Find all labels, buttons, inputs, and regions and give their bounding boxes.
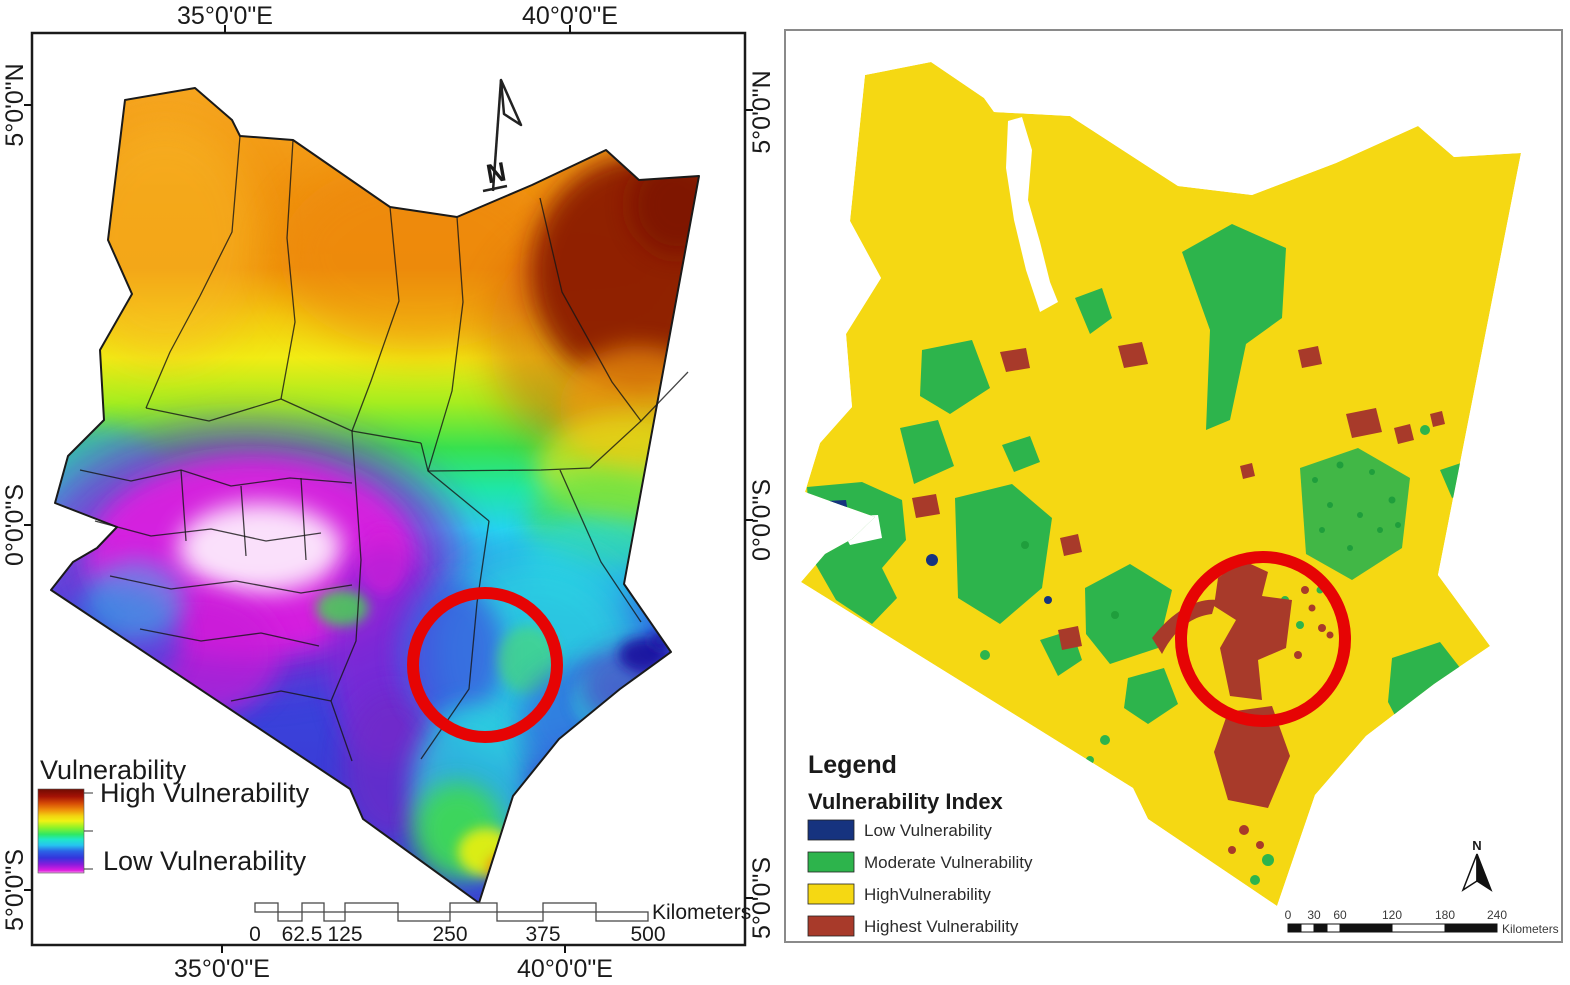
scale-tick: 120 [1382,908,1402,922]
scale-tick: 125 [327,923,362,946]
right-scalebar: 0 30 60 120 180 240 Kilometers [1285,908,1559,936]
graticule-label-left-0s: 0°0'0"S [1,484,29,566]
scale-unit: Kilometers [652,901,751,924]
legend-title: Legend [808,751,897,779]
scale-tick: 0 [1285,908,1292,922]
scale-tick: 30 [1307,908,1321,922]
scale-tick: 180 [1435,908,1455,922]
legend-swatch-moderate [807,851,855,873]
class-highest-patches [912,342,1445,854]
left-scalebar: 0 62.5 125 250 375 500 Kilometers [249,901,751,946]
scale-tick: 240 [1487,908,1507,922]
graticule-label-left-5s: 5°0'0"S [1,849,29,931]
county-boundaries [79,135,689,762]
legend-low-label: Low Vulnerability [103,846,307,876]
right-legend: Legend Vulnerability Index Low Vulnerabi… [807,751,1033,937]
legend-title: Vulnerability [40,755,187,785]
legend-item-low: Low Vulnerability [864,821,992,840]
graticule-label-top-35e: 35°0'0"E [177,2,273,30]
classified-vulnerability-map: Legend Vulnerability Index Low Vulnerabi… [784,29,1563,943]
scale-tick: 250 [432,923,467,946]
scale-tick: 60 [1333,908,1347,922]
scale-tick: 500 [630,923,665,946]
left-legend: Vulnerability High Vulnerability Low Vul… [37,755,310,876]
interpolated-vulnerability-map: N Vulnerability High Vulnerability Low V… [1,2,776,983]
scale-tick: 62.5 [282,923,323,946]
graticule-ticks [24,25,753,953]
highlight-circle-right [1175,551,1351,727]
legend-item-high: HighVulnerability [864,885,991,904]
highlight-circle-left [407,587,563,743]
class-high [801,62,1521,906]
legend-swatch-highest [807,915,855,937]
color-ramp [37,788,85,874]
legend-item-highest: Highest Vulnerability [864,917,1019,936]
scale-unit: Kilometers [1502,922,1559,936]
graticule-label-bottom-35e: 35°0'0"E [174,955,270,983]
graticule-label-right-5s: 5°0'0"S [748,857,776,939]
north-arrow-icon: N [482,78,523,193]
graticule-label-right-0s: 0°0'0"S [748,479,776,561]
moderate-speckle [1021,461,1401,619]
graticule-label-left-5n: 5°0'0"N [1,63,29,146]
legend-subtitle: Vulnerability Index [808,789,1004,814]
scale-tick: 375 [525,923,560,946]
legend-item-moderate: Moderate Vulnerability [864,853,1033,872]
graticule-label-bottom-40e: 40°0'0"E [517,955,613,983]
legend-high-label: High Vulnerability [100,778,310,808]
north-arrow-label: N [1472,838,1481,853]
graticule-label-top-40e: 40°0'0"E [522,2,618,30]
graticule-label-right-5n: 5°0'0"N [748,70,776,153]
scale-tick: 0 [249,923,261,946]
kenya-outline-left [50,87,700,904]
lake-turkana [1006,117,1058,312]
north-arrow-icon: N [1461,838,1493,892]
legend-swatch-low [807,819,855,841]
legend-swatch-high [807,883,855,905]
